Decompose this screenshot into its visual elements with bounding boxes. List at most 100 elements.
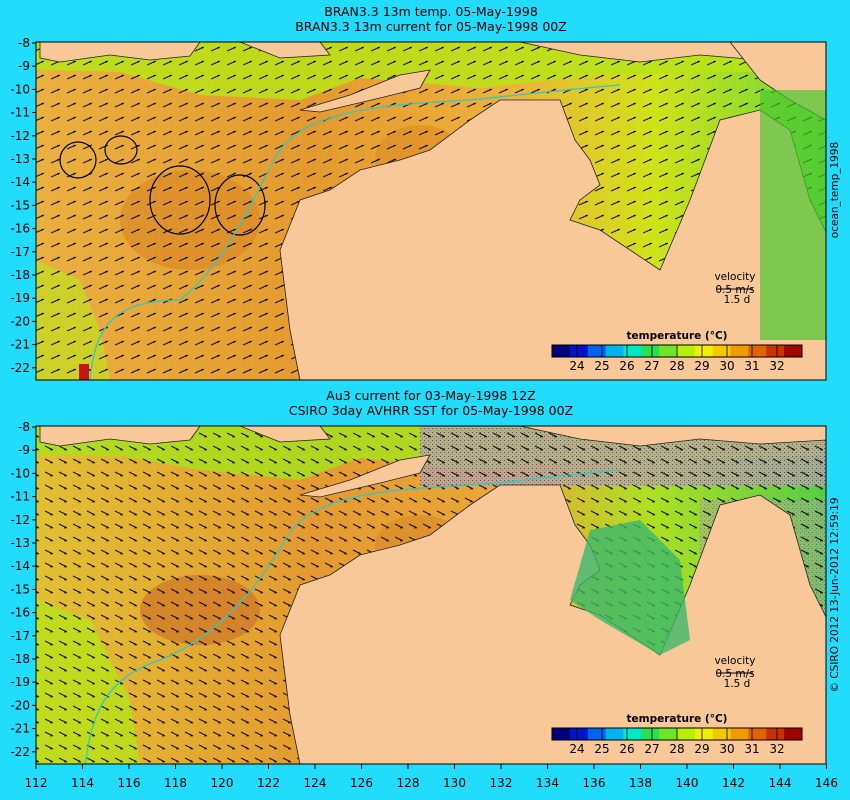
top-lat-label: -15 bbox=[10, 198, 30, 212]
top-lat-label: -21 bbox=[10, 338, 30, 352]
top-lat-label: -22 bbox=[10, 361, 30, 375]
top-side-label: ocean_temp_1998 bbox=[829, 142, 841, 238]
lon-label: 120 bbox=[211, 776, 234, 790]
bottom-lat-label: -8 bbox=[18, 420, 30, 434]
bottom-colorbar-label: 29 bbox=[694, 742, 709, 756]
bottom-colorbar-label: 30 bbox=[719, 742, 734, 756]
top-lat-label: -9 bbox=[18, 59, 30, 73]
top-colorbar-title: temperature (°C) bbox=[627, 330, 728, 342]
top-lat-label: -8 bbox=[18, 36, 30, 50]
lon-label: 122 bbox=[257, 776, 280, 790]
lon-axis: 112 114 116 118 120 122 124 126 128 130 132 134 136 1… bbox=[25, 764, 838, 790]
lon-label: 116 bbox=[118, 776, 141, 790]
bottom-lat-label: -18 bbox=[10, 652, 30, 666]
bottom-colorbar-label: 32 bbox=[769, 742, 784, 756]
lon-label: 130 bbox=[443, 776, 466, 790]
top-colorbar-label: 27 bbox=[644, 359, 659, 373]
top-lat-label: -16 bbox=[10, 222, 30, 236]
lon-label: 112 bbox=[25, 776, 48, 790]
top-colorbar-swatch bbox=[641, 345, 660, 357]
top-colorbar-label: 24 bbox=[569, 359, 584, 373]
bottom-lat-label: -10 bbox=[10, 466, 30, 480]
bottom-lat-label: -19 bbox=[10, 675, 30, 689]
bottom-velocity-duration: 1.5 d bbox=[724, 678, 751, 690]
bottom-colorbar-swatch bbox=[587, 728, 607, 740]
top-title-line1: BRAN3.3 13m temp. 05-May-1998 bbox=[324, 4, 538, 19]
top-lat-label: -12 bbox=[10, 129, 30, 143]
top-lat-label: -13 bbox=[10, 152, 30, 166]
top-colorbar: temperature (°C) 24 25 26 27 28 29 30 31 32 bbox=[551, 330, 803, 373]
top-colorbar-swatch bbox=[659, 345, 678, 357]
top-colorbar-swatch bbox=[587, 345, 607, 357]
top-lat-label: -14 bbox=[10, 175, 30, 189]
lon-label: 140 bbox=[676, 776, 699, 790]
top-colorbar-swatch bbox=[552, 345, 571, 357]
bottom-colorbar-swatch bbox=[766, 728, 785, 740]
bottom-colorbar-swatch bbox=[677, 728, 696, 740]
bottom-colorbar-swatch bbox=[784, 728, 803, 740]
bottom-shelf-contour bbox=[84, 469, 621, 764]
bottom-lat-label: -12 bbox=[10, 513, 30, 527]
bottom-colorbar-swatch bbox=[605, 728, 624, 740]
bottom-title-line2: CSIRO 3day AVHRR SST for 05-May-1998 00Z bbox=[289, 403, 573, 418]
top-velocity-label: velocity bbox=[714, 271, 755, 283]
top-eddy-4 bbox=[214, 174, 266, 236]
top-velocity-duration: 1.5 d bbox=[724, 294, 751, 306]
bottom-colorbar-label: 28 bbox=[669, 742, 684, 756]
top-lat-axis: -8 -9 -10 -11 -12 -13 -14 -15 -16 -17 -18 -19 -20 -21… bbox=[10, 36, 36, 375]
bottom-colorbar-swatch bbox=[641, 728, 660, 740]
top-eddy-3 bbox=[149, 165, 211, 235]
bottom-lat-axis: -8 -9 -10 -11 -12 -13 -14 -15 -16 -17 -18 -19 -20 -21… bbox=[10, 420, 36, 759]
bottom-colorbar-swatch bbox=[730, 728, 749, 740]
bottom-map-frame bbox=[35, 425, 827, 765]
top-eddy-1 bbox=[59, 141, 97, 179]
top-colorbar-swatch bbox=[677, 345, 696, 357]
lon-label: 144 bbox=[769, 776, 792, 790]
lon-label: 142 bbox=[722, 776, 745, 790]
bottom-colorbar-swatch bbox=[623, 728, 642, 740]
bottom-title-line1: Au3 current for 03-May-1998 12Z bbox=[326, 388, 535, 403]
bottom-lat-label: -20 bbox=[10, 698, 30, 712]
bottom-velocity-key: velocity 0.5 m/s 1.5 d bbox=[714, 655, 755, 690]
top-colorbar-swatch bbox=[730, 345, 749, 357]
top-lat-label: -17 bbox=[10, 245, 30, 259]
top-colorbar-label: 32 bbox=[769, 359, 784, 373]
top-colorbar-label: 29 bbox=[694, 359, 709, 373]
bottom-lat-label: -17 bbox=[10, 629, 30, 643]
bottom-side-label: © CSIRO 2012 13-Jun-2012 12:59:19 bbox=[829, 497, 841, 692]
top-land-islands bbox=[39, 42, 826, 63]
top-shelf-contour bbox=[89, 84, 621, 380]
lon-label: 134 bbox=[536, 776, 559, 790]
lon-label: 146 bbox=[815, 776, 838, 790]
top-colorbar-swatch bbox=[784, 345, 803, 357]
top-colorbar-label: 31 bbox=[744, 359, 759, 373]
top-colorbar-label: 28 bbox=[669, 359, 684, 373]
top-lat-label: -20 bbox=[10, 314, 30, 328]
bottom-colorbar-swatch bbox=[694, 728, 714, 740]
bottom-colorbar-swatch bbox=[569, 728, 589, 740]
bottom-land-islands bbox=[39, 426, 826, 447]
top-colorbar-swatch bbox=[766, 345, 785, 357]
top-lat-label: -10 bbox=[10, 82, 30, 96]
bottom-lat-label: -21 bbox=[10, 722, 30, 736]
top-lat-label: -18 bbox=[10, 268, 30, 282]
top-colorbar-swatch bbox=[623, 345, 642, 357]
bottom-colorbar-title: temperature (°C) bbox=[627, 713, 728, 725]
top-colorbar-swatch bbox=[605, 345, 624, 357]
bottom-land-capeyork-data bbox=[570, 520, 690, 655]
top-lat-label: -11 bbox=[10, 106, 30, 120]
bottom-velocity-speed: 0.5 m/s bbox=[715, 668, 754, 680]
top-land-timor bbox=[299, 69, 431, 113]
bottom-colorbar-label: 31 bbox=[744, 742, 759, 756]
top-colorbar-swatch bbox=[748, 345, 767, 357]
lon-label: 132 bbox=[490, 776, 513, 790]
bottom-lat-label: -9 bbox=[18, 443, 30, 457]
top-colorbar-swatch bbox=[569, 345, 589, 357]
bottom-velocity-label: velocity bbox=[714, 655, 755, 667]
lon-label: 114 bbox=[71, 776, 94, 790]
bottom-lat-label: -14 bbox=[10, 559, 30, 573]
top-title-line2: BRAN3.3 13m current for 05-May-1998 00Z bbox=[295, 19, 567, 34]
top-lat-label: -19 bbox=[10, 291, 30, 305]
top-colorbar-swatch bbox=[712, 345, 732, 357]
